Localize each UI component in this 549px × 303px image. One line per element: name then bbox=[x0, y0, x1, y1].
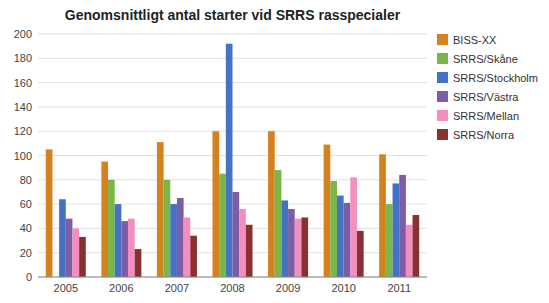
bar-series bbox=[46, 131, 386, 277]
bars bbox=[46, 44, 419, 277]
y-tick-label: 200 bbox=[14, 28, 32, 40]
bar bbox=[350, 177, 357, 277]
bar bbox=[399, 175, 406, 277]
y-tick-label: 140 bbox=[14, 101, 32, 113]
bar bbox=[233, 192, 240, 277]
bar bbox=[219, 174, 226, 277]
x-axis-line bbox=[38, 277, 427, 278]
legend: BISS-XX SRRS/Skåne SRRS/Stockholm SRRS/Väst… bbox=[437, 34, 538, 141]
x-tick-label: 2011 bbox=[387, 282, 411, 294]
bar bbox=[66, 219, 73, 277]
y-tick-label: 20 bbox=[20, 247, 32, 259]
legend-swatch bbox=[437, 129, 448, 140]
bar bbox=[288, 209, 295, 277]
x-tick-label: 2010 bbox=[331, 282, 355, 294]
bar bbox=[406, 225, 413, 277]
bar bbox=[379, 154, 386, 277]
x-tick-label: 2005 bbox=[54, 282, 78, 294]
bar bbox=[115, 204, 122, 277]
x-axis: 2005 2006 2007 2008 2009 2010 2011 bbox=[38, 277, 427, 294]
legend-swatch bbox=[437, 110, 448, 121]
bar bbox=[413, 215, 420, 277]
bar bbox=[301, 217, 308, 277]
bar bbox=[357, 231, 364, 277]
bar bbox=[324, 145, 331, 277]
bar-series bbox=[72, 177, 412, 277]
bar bbox=[101, 162, 108, 277]
legend-swatch bbox=[437, 91, 448, 102]
bar bbox=[330, 181, 337, 277]
legend-label: SRRS/Västra bbox=[453, 91, 519, 103]
bar bbox=[108, 180, 115, 277]
bar bbox=[157, 142, 164, 277]
bar bbox=[128, 219, 135, 277]
x-tick-label: 2007 bbox=[165, 282, 189, 294]
y-tick-label: 0 bbox=[26, 271, 32, 283]
bar bbox=[239, 209, 246, 277]
y-tick-label: 120 bbox=[14, 125, 32, 137]
y-tick-label: 160 bbox=[14, 77, 32, 89]
legend-label: SRRS/Mellan bbox=[453, 110, 519, 122]
bar bbox=[121, 221, 128, 277]
legend-swatch bbox=[437, 72, 448, 83]
grid-line bbox=[38, 34, 427, 35]
grid bbox=[38, 34, 427, 277]
bar bbox=[226, 44, 233, 277]
bar bbox=[275, 170, 282, 277]
x-tick-label: 2009 bbox=[276, 282, 300, 294]
bar bbox=[393, 183, 400, 277]
bar bbox=[295, 219, 302, 277]
y-tick-label: 60 bbox=[20, 198, 32, 210]
bar bbox=[212, 131, 219, 277]
bar bbox=[177, 198, 184, 277]
legend-label: BISS-XX bbox=[453, 34, 497, 46]
chart-title: Genomsnittligt antal starter vid SRRS ra… bbox=[65, 7, 401, 23]
y-tick-label: 40 bbox=[20, 222, 32, 234]
bar bbox=[184, 217, 191, 277]
bar bbox=[79, 237, 86, 277]
bar bbox=[59, 199, 66, 277]
y-axis: 0 20 40 60 80 100 120 140 160 180 200 bbox=[14, 28, 32, 283]
bar bbox=[344, 203, 351, 277]
bar bbox=[170, 204, 177, 277]
legend-label: SRRS/Stockholm bbox=[453, 72, 538, 84]
legend-label: SRRS/Norra bbox=[453, 129, 515, 141]
chart-svg: Genomsnittligt antal starter vid SRRS ra… bbox=[0, 0, 549, 303]
legend-swatch bbox=[437, 34, 448, 45]
bar bbox=[386, 204, 393, 277]
bar bbox=[281, 200, 288, 277]
bar-series bbox=[79, 215, 419, 277]
x-tick-label: 2008 bbox=[220, 282, 244, 294]
bar bbox=[337, 196, 344, 277]
y-tick-label: 100 bbox=[14, 150, 32, 162]
grid-line bbox=[38, 277, 427, 278]
bar bbox=[268, 131, 275, 277]
bar bbox=[246, 225, 253, 277]
bar bbox=[72, 228, 79, 277]
y-tick-label: 80 bbox=[20, 174, 32, 186]
legend-label: SRRS/Skåne bbox=[453, 53, 518, 65]
bar-series bbox=[59, 44, 399, 277]
bar bbox=[164, 180, 171, 277]
y-tick-label: 180 bbox=[14, 52, 32, 64]
bar bbox=[46, 149, 53, 277]
x-tick-label: 2006 bbox=[109, 282, 133, 294]
bar bbox=[135, 249, 142, 277]
chart-container: Genomsnittligt antal starter vid SRRS ra… bbox=[0, 0, 549, 303]
legend-swatch bbox=[437, 53, 448, 64]
bar-series bbox=[108, 170, 393, 277]
bar-series bbox=[66, 175, 406, 277]
bar bbox=[190, 236, 197, 277]
